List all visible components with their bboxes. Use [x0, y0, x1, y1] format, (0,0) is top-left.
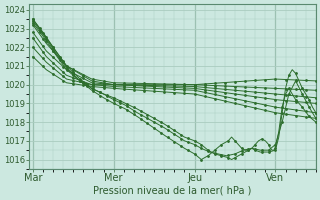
X-axis label: Pression niveau de la mer( hPa ): Pression niveau de la mer( hPa ) — [93, 186, 252, 196]
